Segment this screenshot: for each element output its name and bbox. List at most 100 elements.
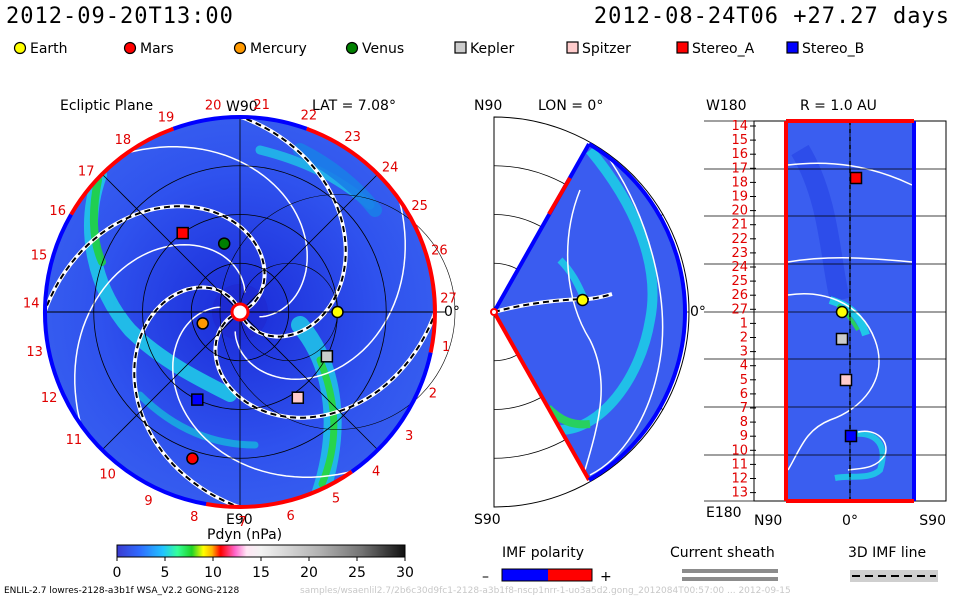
imf-polarity-title: IMF polarity xyxy=(502,545,584,561)
carrington-label-13: 13 xyxy=(26,345,43,360)
carrington-label-3: 3 xyxy=(405,429,413,444)
carrington-label-1: 1 xyxy=(442,340,450,355)
legend-label-stereo-a: Stereo_A xyxy=(692,41,755,57)
legend-marker-spitzer xyxy=(566,41,579,54)
latlon-tick-17: 17 xyxy=(731,161,748,176)
carrington-label-6: 6 xyxy=(286,509,294,524)
colorbar-tick-10: 10 xyxy=(204,565,222,581)
latlon-tick-6: 6 xyxy=(740,387,748,402)
imf-swatch-border xyxy=(501,568,593,582)
imf-line-legend: 3D IMF line xyxy=(848,545,938,582)
latlon-tick-11: 11 xyxy=(731,457,748,472)
carrington-label-2: 2 xyxy=(429,387,437,402)
latlon-n90-label: N90 xyxy=(754,513,782,529)
ecliptic-title: Ecliptic Plane xyxy=(60,98,153,114)
rim-segment-2 xyxy=(350,352,433,474)
latlon-tick-20: 20 xyxy=(731,204,748,219)
imf-polarity-legend: IMF polarity – + xyxy=(482,545,612,585)
latlon-spitzer-marker xyxy=(839,373,853,387)
latlon-tick-1: 1 xyxy=(740,316,748,331)
legend-label-spitzer: Spitzer xyxy=(582,41,631,57)
model-time: 2012-09-20T13:00 xyxy=(6,4,234,29)
latlon-tick-15: 15 xyxy=(731,133,748,148)
carrington-label-7: 7 xyxy=(238,515,246,530)
current-sheath-line-1 xyxy=(682,569,778,573)
meridional-rim-lower xyxy=(492,311,591,481)
legend-label-earth: Earth xyxy=(30,41,68,57)
carrington-label-16: 16 xyxy=(49,204,66,219)
carrington-label-21: 21 xyxy=(253,98,270,113)
pressure-contour-2 xyxy=(172,306,383,478)
imf-line-3 xyxy=(214,280,435,419)
stream-band-6 xyxy=(136,391,259,449)
meridional-contour-1 xyxy=(566,189,602,471)
colorbar: Pdyn (nPa) 0 5 10 15 20 25 30 xyxy=(113,527,414,581)
latlon-stereo-a-marker xyxy=(849,171,863,185)
carrington-label-17: 17 xyxy=(78,165,95,180)
w180-label: W180 xyxy=(706,98,747,114)
meridional-band-1 xyxy=(559,146,658,435)
carrington-label-22: 22 xyxy=(301,109,318,124)
imf-line-2 xyxy=(133,286,272,507)
legend-marker-stereo-b xyxy=(786,41,799,54)
ecliptic-objects xyxy=(176,226,344,465)
latlon-tick-7: 7 xyxy=(740,401,748,416)
legend-marker-mars xyxy=(123,41,137,55)
meridional-polarity-rim xyxy=(490,142,687,482)
carrington-label-24: 24 xyxy=(382,161,399,176)
latlon-stereo-b-marker xyxy=(844,429,858,443)
latlon-tick-16: 16 xyxy=(731,147,748,162)
rim-segment-4 xyxy=(172,115,308,131)
legend-label-mercury: Mercury xyxy=(250,41,307,57)
ecliptic-plane-panel: Ecliptic Plane LAT = 7.08° W90 E90 0° 12… xyxy=(23,98,460,530)
zero-deg-label-meridional: 0° xyxy=(690,304,706,320)
latlon-tick-18: 18 xyxy=(731,175,748,190)
latlon-tick-labels: 1415161718192021222324252627123456789101… xyxy=(731,119,946,529)
ecliptic-spitzer-marker xyxy=(291,391,305,404)
footer-credit: ENLIL-2.7 lowres-2128-a3b1f WSA_V2.2 GON… xyxy=(4,586,240,596)
colorbar-ticks: 0 5 10 15 20 25 30 xyxy=(113,557,414,581)
ecliptic-structures xyxy=(45,117,435,507)
colorbar-tick-5: 5 xyxy=(161,565,170,581)
ecliptic-kepler-marker xyxy=(320,350,334,363)
legend-label-stereo-b: Stereo_B xyxy=(802,41,864,57)
meridional-rim-upper-red xyxy=(547,176,572,216)
latlon-tick-26: 26 xyxy=(731,288,748,303)
imf-line-4 xyxy=(208,117,347,338)
colorbar-tick-30: 30 xyxy=(396,565,414,581)
meridional-earth-marker xyxy=(576,293,589,307)
carrington-label-10: 10 xyxy=(99,468,116,483)
carrington-label-11: 11 xyxy=(66,433,83,448)
latlon-tick-2: 2 xyxy=(740,331,748,346)
legend-marker-kepler xyxy=(454,41,467,54)
legend-marker-earth xyxy=(13,41,27,55)
imf-minus-label: – xyxy=(482,569,489,585)
colorbar-ramp xyxy=(116,544,406,558)
w90-label: W90 xyxy=(226,99,258,115)
latlon-tick-5: 5 xyxy=(740,373,748,388)
legend-label-mars: Mars xyxy=(140,41,174,57)
colorbar-tick-25: 25 xyxy=(348,565,366,581)
legend-marker-venus xyxy=(345,41,359,55)
n90-label-meridional: N90 xyxy=(474,98,502,114)
carrington-label-4: 4 xyxy=(372,465,380,480)
latlon-tick-21: 21 xyxy=(731,218,748,233)
legend-label-venus: Venus xyxy=(362,41,404,57)
latlon-contour-3 xyxy=(787,293,880,471)
carrington-label-12: 12 xyxy=(41,391,58,406)
carrington-label-27: 27 xyxy=(440,291,457,306)
carrington-label-5: 5 xyxy=(332,492,340,507)
latlon-tick-12: 12 xyxy=(731,472,748,487)
e180-label: E180 xyxy=(706,505,742,521)
latitude-label: LAT = 7.08° xyxy=(312,98,396,114)
latlon-tick-23: 23 xyxy=(731,246,748,261)
latlon-dark-region-1 xyxy=(791,144,850,303)
current-sheath-legend: Current sheath xyxy=(670,545,778,581)
carrington-label-18: 18 xyxy=(115,133,132,148)
legend-marker-mercury xyxy=(233,41,247,55)
colorbar-tick-15: 15 xyxy=(252,565,270,581)
latlon-tick-9: 9 xyxy=(740,429,748,444)
ecliptic-stereo-b-marker xyxy=(191,393,204,406)
ecliptic-polarity-rim xyxy=(42,115,437,509)
pressure-contour-3 xyxy=(234,169,406,380)
